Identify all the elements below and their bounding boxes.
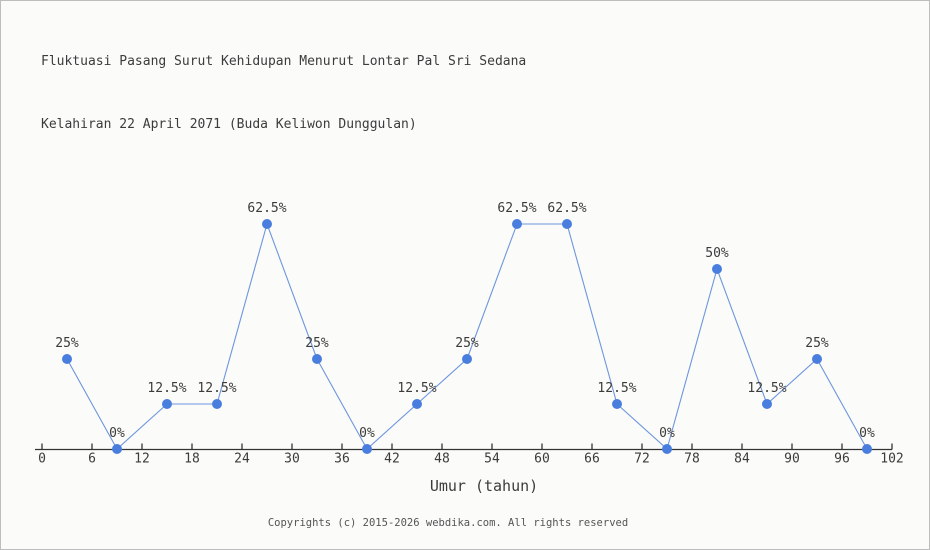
tick-label: 90 <box>784 452 800 467</box>
data-point <box>512 219 522 229</box>
data-point <box>662 444 672 454</box>
tick-label: 54 <box>484 452 500 467</box>
data-point-label: 50% <box>705 246 729 261</box>
tick-label: 66 <box>584 452 600 467</box>
tick-label: 12 <box>134 452 150 467</box>
tick-label: 96 <box>834 452 850 467</box>
data-point-label: 25% <box>455 336 479 351</box>
data-point-label: 62.5% <box>547 201 586 216</box>
data-point-label: 25% <box>805 336 829 351</box>
data-point <box>362 444 372 454</box>
chart-title: Fluktuasi Pasang Surut Kehidupan Menurut… <box>41 9 526 177</box>
data-point-label: 25% <box>55 336 79 351</box>
data-point-label: 12.5% <box>597 381 636 396</box>
data-point <box>62 354 72 364</box>
tick-label: 42 <box>384 452 400 467</box>
x-axis-label: Umur (tahun) <box>429 477 539 495</box>
tick-label: 24 <box>234 452 250 467</box>
tick-label: 102 <box>880 452 903 467</box>
tick-label: 48 <box>434 452 450 467</box>
data-point <box>762 399 772 409</box>
tick-label: 36 <box>334 452 350 467</box>
data-point <box>712 264 722 274</box>
data-point <box>562 219 572 229</box>
data-point <box>412 399 422 409</box>
chart-title-line2: Kelahiran 22 April 2071 (Buda Keliwon Du… <box>41 117 417 132</box>
data-point-label: 62.5% <box>497 201 536 216</box>
data-point <box>212 399 222 409</box>
data-point-label: 0% <box>359 426 375 441</box>
tick-label: 60 <box>534 452 550 467</box>
data-point <box>112 444 122 454</box>
data-point-label: 0% <box>859 426 875 441</box>
data-point <box>812 354 822 364</box>
tick-label: 6 <box>88 452 96 467</box>
data-point-label: 25% <box>305 336 329 351</box>
data-point-label: 0% <box>109 426 125 441</box>
data-point <box>462 354 472 364</box>
data-point-label: 12.5% <box>197 381 236 396</box>
data-point-label: 62.5% <box>247 201 286 216</box>
tick-label: 84 <box>734 452 750 467</box>
data-point-label: 12.5% <box>747 381 786 396</box>
tick-label: 30 <box>284 452 300 467</box>
tick-label: 78 <box>684 452 700 467</box>
tick-label: 18 <box>184 452 200 467</box>
data-point <box>312 354 322 364</box>
data-point <box>612 399 622 409</box>
data-point-label: 12.5% <box>397 381 436 396</box>
data-point <box>862 444 872 454</box>
tick-label: 0 <box>38 452 46 467</box>
copyright-footer: Copyrights (c) 2015-2026 webdika.com. Al… <box>267 517 629 529</box>
data-point-label: 0% <box>659 426 675 441</box>
data-point <box>262 219 272 229</box>
chart-title-line1: Fluktuasi Pasang Surut Kehidupan Menurut… <box>41 54 527 69</box>
data-point <box>162 399 172 409</box>
tick-label: 72 <box>634 452 650 467</box>
data-point-label: 12.5% <box>147 381 186 396</box>
